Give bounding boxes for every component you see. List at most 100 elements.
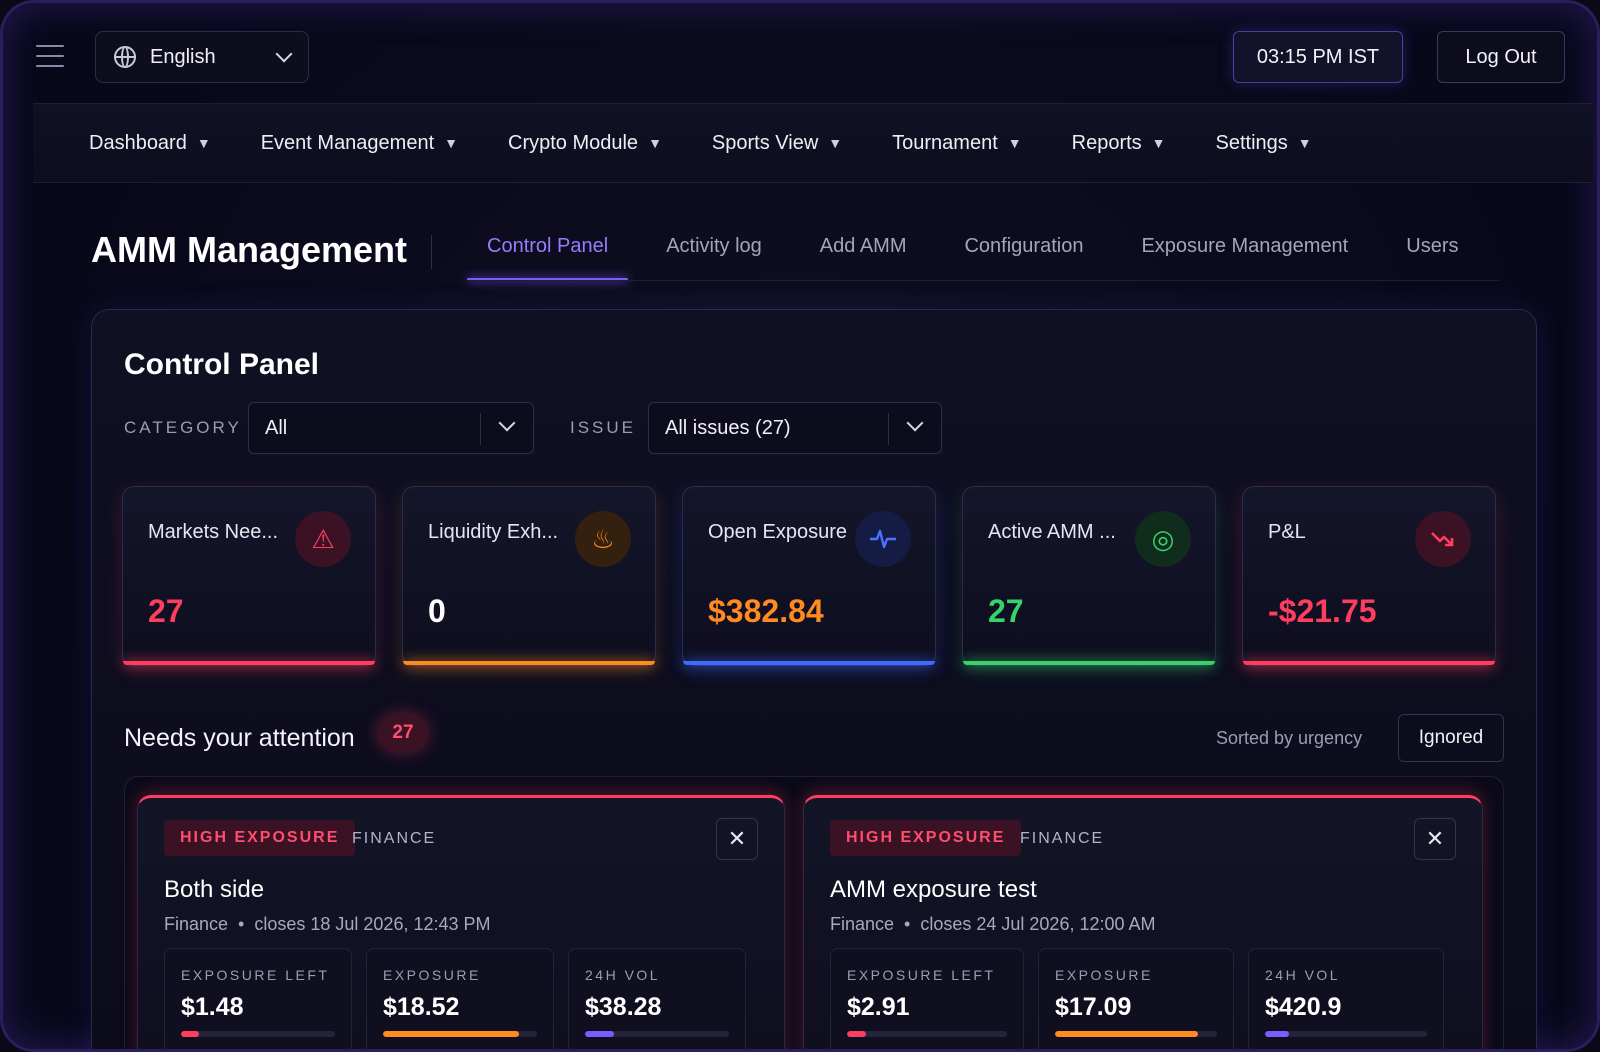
issue-name: AMM exposure test: [830, 876, 1037, 903]
stat-card-liquidity[interactable]: Liquidity Exh... ♨ 0: [402, 486, 656, 666]
metric-fill: [847, 1031, 867, 1037]
tab-exposure-management[interactable]: Exposure Management: [1141, 235, 1349, 257]
menu-dashboard[interactable]: Dashboard ▼: [89, 132, 211, 155]
stat-accent-bar: [963, 661, 1215, 665]
category-select[interactable]: All: [248, 402, 534, 454]
metric-track: [847, 1031, 1007, 1037]
metric-fill: [383, 1031, 519, 1037]
metric-value: $420.9: [1265, 993, 1342, 1021]
menu-sports-view[interactable]: Sports View ▼: [712, 132, 842, 155]
issue-meta-category: Finance: [164, 914, 229, 934]
stat-card-markets[interactable]: Markets Nee... ⚠ 27: [122, 486, 376, 666]
stat-label: Active AMM ...: [988, 521, 1116, 543]
metric-value: $17.09: [1055, 993, 1132, 1021]
menu-label: Dashboard: [89, 131, 187, 154]
category-value: All: [265, 416, 288, 439]
stat-value: 27: [988, 593, 1024, 629]
menu-crypto-module[interactable]: Crypto Module ▼: [508, 132, 662, 155]
stat-label: Open Exposure: [708, 521, 847, 543]
attention-count-badge: 27: [378, 714, 428, 752]
metric-track: [383, 1031, 537, 1037]
metric-label: 24H VOL: [1265, 967, 1341, 983]
stat-card-active-amm[interactable]: Active AMM ... ◎ 27: [962, 486, 1216, 666]
attention-title: Needs your attention: [124, 724, 355, 752]
issue-meta: Finance • closes 24 Jul 2026, 12:00 AM: [830, 914, 1156, 934]
tab-control-panel[interactable]: Control Panel: [467, 221, 629, 281]
warning-icon: ⚠: [295, 511, 351, 567]
caret-down-icon: ▼: [1151, 135, 1166, 151]
issue-card[interactable]: HIGH EXPOSURE FINANCE ✕ AMM exposure tes…: [803, 795, 1483, 1049]
metric-24h-vol: 24H VOL $38.28: [568, 948, 746, 1049]
menu-reports[interactable]: Reports ▼: [1072, 132, 1166, 155]
chevron-down-icon: [498, 414, 516, 432]
stat-accent-bar: [683, 661, 935, 665]
tab-configuration[interactable]: Configuration: [964, 235, 1084, 257]
menu-label: Event Management: [260, 131, 435, 154]
language-select[interactable]: English: [95, 31, 309, 83]
control-panel: Control Panel CATEGORY All ISSUE All iss…: [91, 309, 1537, 1049]
select-divider: [480, 413, 481, 445]
menu-settings[interactable]: Settings ▼: [1216, 132, 1312, 155]
stat-card-exposure[interactable]: Open Exposure $382.84: [682, 486, 936, 666]
chevron-down-icon: [906, 414, 924, 432]
metric-fill: [1265, 1031, 1290, 1037]
attention-list: HIGH EXPOSURE FINANCE ✕ Both side Financ…: [124, 776, 1504, 1049]
metric-exposure: EXPOSURE $17.09: [1038, 948, 1234, 1049]
metric-track: [1265, 1031, 1427, 1037]
hamburger-menu-icon[interactable]: [36, 45, 64, 67]
stat-card-pnl[interactable]: P&L -$21.75: [1242, 486, 1496, 666]
globe-icon: [114, 46, 136, 68]
issue-select[interactable]: All issues (27): [648, 402, 942, 454]
close-icon[interactable]: ✕: [716, 818, 758, 860]
menu-event-management[interactable]: Event Management ▼: [261, 132, 458, 155]
issue-meta: Finance • closes 18 Jul 2026, 12:43 PM: [164, 914, 491, 934]
ignored-button[interactable]: Ignored: [1398, 714, 1504, 762]
tabs-underline: [467, 280, 1499, 281]
tab-add-amm[interactable]: Add AMM: [819, 235, 907, 257]
metric-exposure: EXPOSURE $18.52: [366, 948, 554, 1049]
issue-tag: HIGH EXPOSURE: [164, 820, 356, 856]
menu-label: Crypto Module: [508, 131, 639, 154]
stat-value: $382.84: [708, 593, 824, 629]
metric-24h-vol: 24H VOL $420.9: [1248, 948, 1444, 1049]
language-value: English: [150, 45, 216, 68]
metric-exposure-left: EXPOSURE LEFT $2.91: [830, 948, 1024, 1049]
issue-meta-closes: closes 24 Jul 2026, 12:00 AM: [920, 914, 1156, 934]
metric-track: [181, 1031, 335, 1037]
clock-display: 03:15 PM IST: [1233, 31, 1403, 83]
tab-users[interactable]: Users: [1406, 235, 1459, 257]
menu-label: Settings: [1215, 131, 1288, 154]
caret-down-icon: ▼: [1297, 135, 1312, 151]
stat-label: Markets Nee...: [148, 521, 279, 543]
stat-accent-bar: [1243, 661, 1495, 665]
title-divider: [431, 235, 432, 269]
page-tabs: Control Panel Activity log Add AMM Confi…: [467, 221, 1496, 281]
issue-card[interactable]: HIGH EXPOSURE FINANCE ✕ Both side Financ…: [137, 795, 785, 1049]
caret-down-icon: ▼: [1007, 135, 1022, 151]
metric-track: [585, 1031, 729, 1037]
metric-label: EXPOSURE: [1055, 967, 1153, 983]
stat-value: -$21.75: [1268, 593, 1377, 629]
close-icon[interactable]: ✕: [1414, 818, 1456, 860]
logout-button[interactable]: Log Out: [1437, 31, 1565, 83]
metric-value: $1.48: [181, 993, 244, 1021]
panel-title: Control Panel: [124, 348, 320, 381]
stat-label: Liquidity Exh...: [428, 521, 559, 543]
metric-fill: [1055, 1031, 1198, 1037]
tab-activity-log[interactable]: Activity log: [666, 235, 762, 257]
issue-category: FINANCE: [1020, 830, 1105, 847]
metric-fill: [585, 1031, 614, 1037]
menu-label: Reports: [1071, 131, 1142, 154]
metric-label: 24H VOL: [585, 967, 661, 983]
page-title: AMM Management: [91, 229, 408, 270]
metric-label: EXPOSURE LEFT: [847, 967, 996, 983]
menu-label: Tournament: [892, 131, 998, 154]
select-divider: [888, 413, 889, 445]
metric-exposure-left: EXPOSURE LEFT $1.48: [164, 948, 352, 1049]
trend-down-icon: [1415, 511, 1471, 567]
issue-name: Both side: [164, 876, 265, 903]
sort-label: Sorted by urgency: [1216, 728, 1363, 748]
menu-tournament[interactable]: Tournament ▼: [892, 132, 1021, 155]
stat-value: 0: [428, 593, 446, 629]
